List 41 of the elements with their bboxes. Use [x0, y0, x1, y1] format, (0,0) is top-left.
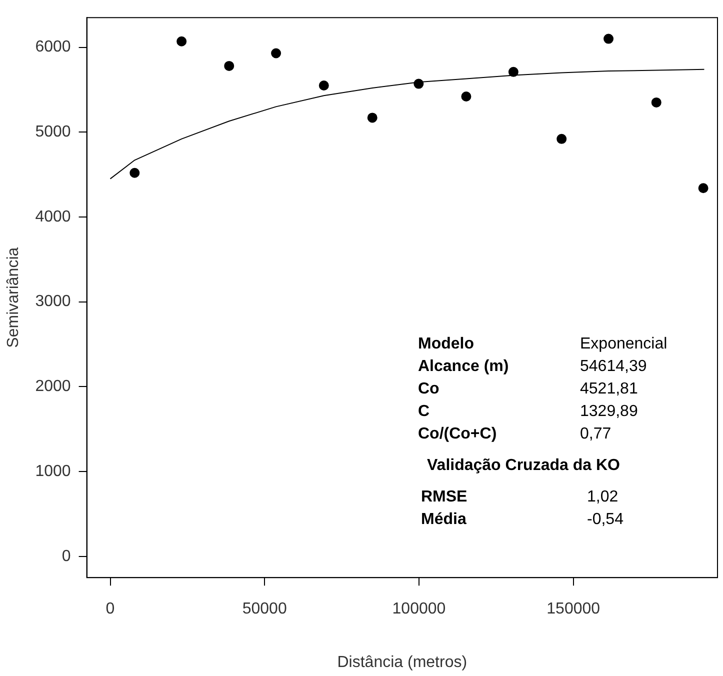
point — [318, 80, 329, 90]
annotation: Co/(Co+C) — [418, 425, 497, 442]
annotation: 4521,81 — [580, 380, 638, 398]
point — [367, 112, 378, 123]
y-axis-title: Semivariância — [5, 247, 22, 348]
annotation: Alcance (m) — [418, 358, 509, 375]
x-tick-label: 150000 — [546, 600, 600, 618]
point — [271, 48, 282, 58]
point — [224, 60, 234, 71]
annotation: RMSE — [421, 488, 468, 506]
x-tick-label: 50000 — [242, 600, 287, 618]
point — [508, 66, 518, 77]
y-tick-label: 3000 — [35, 293, 71, 310]
x-tick-label: 100000 — [392, 600, 446, 618]
annotation: -0,54 — [587, 510, 624, 528]
annotation: 1329,89 — [580, 402, 638, 420]
point — [651, 97, 662, 108]
point — [130, 168, 140, 178]
y-tick-label: 6000 — [35, 38, 71, 56]
point — [414, 78, 424, 89]
y-tick-label: 2000 — [35, 378, 71, 396]
point — [176, 36, 187, 46]
point — [556, 134, 567, 144]
point — [698, 183, 708, 194]
annotation: 54614,39 — [580, 358, 647, 375]
point — [604, 34, 614, 44]
y-tick-label: 4000 — [35, 208, 71, 226]
x-tick-label: 0 — [106, 600, 115, 618]
y-tick-label: 5000 — [35, 124, 71, 141]
annotation: C — [418, 402, 430, 420]
annotation: Média — [421, 510, 466, 528]
annotation: Co — [418, 380, 440, 398]
y-tick-label: 0 — [62, 548, 71, 565]
point — [461, 92, 472, 102]
annotation: 0,77 — [580, 425, 612, 442]
annotation: Exponencial — [580, 335, 668, 352]
y-tick-label: 1000 — [35, 462, 71, 480]
annotation: 1,02 — [587, 488, 618, 506]
annotation: Modelo — [418, 335, 474, 352]
annotation: Validação Cruzada da KO — [427, 456, 620, 474]
x-axis-title: Distância (metros) — [337, 654, 468, 671]
